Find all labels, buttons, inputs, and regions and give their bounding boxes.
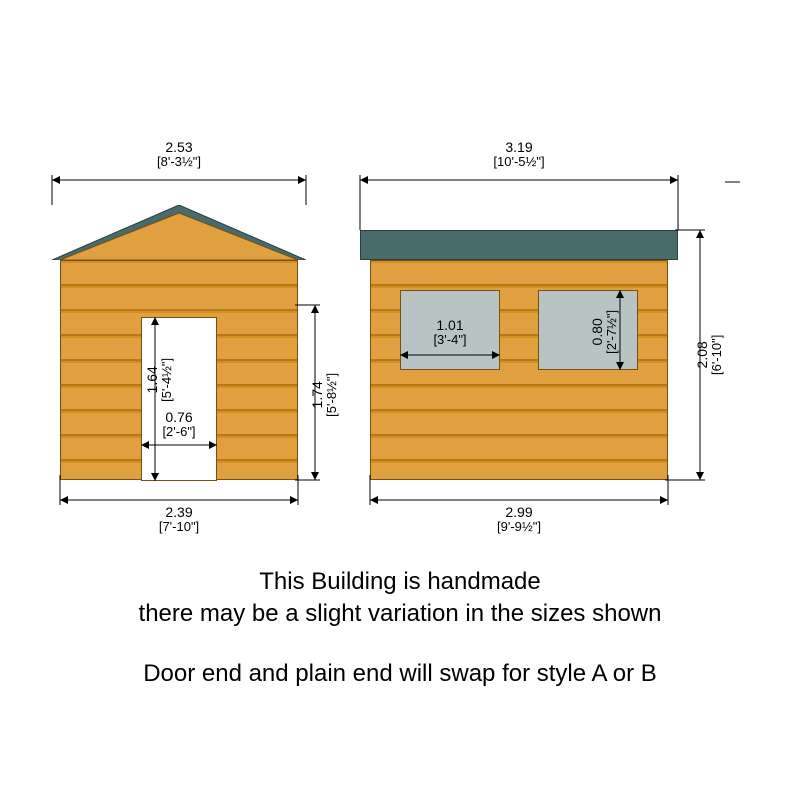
dim-label-door-width: 0.76 [2'-6"] <box>141 410 217 440</box>
dim-label-wall-width-front: 2.39 [7'-10"] <box>60 505 298 535</box>
caption-line-2: there may be a slight variation in the s… <box>0 600 800 628</box>
dim-label-wall-height-front: 1.74 [5'-8½"] <box>310 355 340 435</box>
dim-label-window-height: 0.80 [2'-7½"] <box>590 292 620 372</box>
dim-label-roof-width-side: 3.19 [10'-5½"] <box>360 140 678 170</box>
technical-drawing: 2.53 [8'-3½"] 2.39 [7'-10"] 1.74 [5'-8½"… <box>0 0 800 800</box>
dim-label-roof-width-front: 2.53 [8'-3½"] <box>52 140 306 170</box>
dim-label-wall-width-side: 2.99 [9'-9½"] <box>370 505 668 535</box>
dim-label-window-width: 1.01 [3'-4"] <box>400 318 500 348</box>
dim-label-total-height-side: 2.08 [6'-10"] <box>695 315 725 395</box>
front-roof <box>52 205 306 260</box>
caption-line-3: Door end and plain end will swap for sty… <box>0 660 800 688</box>
caption-line-1: This Building is handmade <box>0 568 800 596</box>
side-roof <box>360 230 678 260</box>
dim-window-width <box>400 345 500 365</box>
dim-tick-top-right <box>725 177 745 187</box>
dim-label-door-height: 1.64 [5'-4½"] <box>145 340 175 420</box>
